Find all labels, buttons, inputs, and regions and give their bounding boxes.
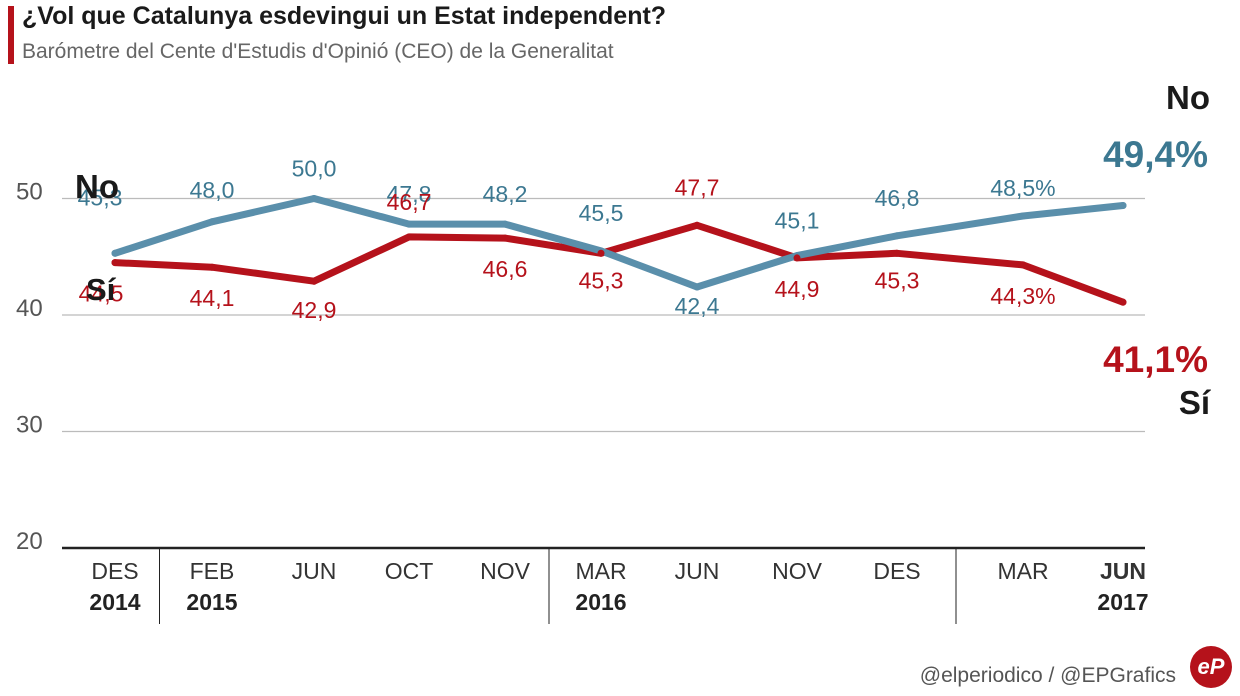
credit-text: @elperiodico / @EPGrafics [919, 664, 1176, 687]
series-name-no-start: No [75, 168, 119, 205]
y-tick-label-50: 50 [16, 179, 43, 206]
data-label-no-7: 45,1 [775, 208, 820, 234]
data-label-si-4: 46,6 [483, 256, 528, 282]
data-label-no-9: 48,5% [990, 175, 1055, 201]
data-label-si-1: 44,1 [190, 285, 235, 311]
x-tick-label-3: OCT [385, 558, 434, 584]
data-point-no-9 [1019, 212, 1027, 220]
y-tick-label-20: 20 [16, 528, 43, 555]
data-point-si-0 [111, 259, 119, 267]
data-label-si-7: 44,9 [775, 276, 820, 302]
y-tick-label-40: 40 [16, 295, 43, 322]
x-year-label-1: 2015 [186, 589, 237, 615]
data-label-no-0: 45,3 [78, 184, 123, 210]
x-tick-label-4: NOV [480, 558, 531, 584]
data-point-si-5 [597, 249, 605, 257]
data-point-no-1 [208, 218, 216, 226]
data-label-no-4: 48,2 [483, 181, 528, 207]
data-label-no-3: 47,8 [387, 181, 432, 207]
data-label-si-0: 44,5 [79, 281, 124, 307]
x-tick-label-0: DES [91, 558, 138, 584]
data-point-si-3 [405, 233, 413, 241]
data-point-si-2 [310, 277, 318, 285]
data-point-si-4 [501, 234, 509, 242]
x-tick-label-9: MAR [997, 558, 1048, 584]
data-label-no-6: 42,4 [675, 293, 720, 319]
data-label-si-9: 44,3% [990, 283, 1055, 309]
data-label-no-8: 46,8 [875, 185, 920, 211]
x-tick-label-8: DES [873, 558, 920, 584]
x-tick-label-2: JUN [292, 558, 337, 584]
data-point-si-1 [208, 263, 216, 271]
x-tick-label-5: MAR [575, 558, 626, 584]
x-tick-label-1: FEB [190, 558, 235, 584]
data-point-no-4 [501, 220, 509, 228]
data-label-no-2: 50,0 [292, 156, 337, 182]
chart-title: ¿Vol que Catalunya esdevingui un Estat i… [22, 2, 667, 30]
data-point-si-10 [1119, 298, 1127, 306]
y-tick-label-30: 30 [16, 412, 43, 439]
data-label-si-6: 47,7 [675, 174, 720, 200]
x-year-label-0: 2014 [89, 589, 140, 615]
series-name-si-start: Sí [86, 272, 117, 307]
data-label-si-5: 45,3 [579, 267, 624, 293]
data-point-no-6 [693, 283, 701, 291]
chart-subtitle: Barómetre del Cente d'Estudis d'Opinió (… [22, 40, 614, 63]
data-label-si-8: 45,3 [875, 267, 920, 293]
data-label-si-2: 42,9 [292, 297, 337, 323]
x-tick-label-10: JUN [1100, 558, 1146, 584]
data-label-no-final: 49,4% [1103, 134, 1208, 175]
data-point-no-8 [893, 232, 901, 240]
data-point-si-6 [693, 221, 701, 229]
title-accent-bar [8, 6, 14, 64]
x-tick-label-6: JUN [675, 558, 720, 584]
x-year-label-10: 2017 [1097, 589, 1148, 615]
data-label-no-5: 45,5 [579, 200, 624, 226]
data-point-si-8 [893, 249, 901, 257]
data-label-si-3: 46,7 [387, 189, 432, 215]
x-tick-label-7: NOV [772, 558, 823, 584]
series-name-no-end: No [1166, 79, 1210, 116]
data-point-no-2 [310, 195, 318, 202]
series-name-si-end: Sí [1179, 384, 1212, 421]
data-point-no-0 [111, 249, 119, 257]
data-label-si-final: 41,1% [1103, 339, 1208, 380]
x-year-label-5: 2016 [575, 589, 626, 615]
elperiodico-logo: eP [1190, 646, 1232, 688]
data-point-si-7 [793, 254, 801, 262]
data-label-no-1: 48,0 [190, 177, 235, 203]
data-point-no-10 [1119, 201, 1127, 209]
data-point-si-9 [1019, 261, 1027, 269]
data-point-no-3 [405, 220, 413, 228]
